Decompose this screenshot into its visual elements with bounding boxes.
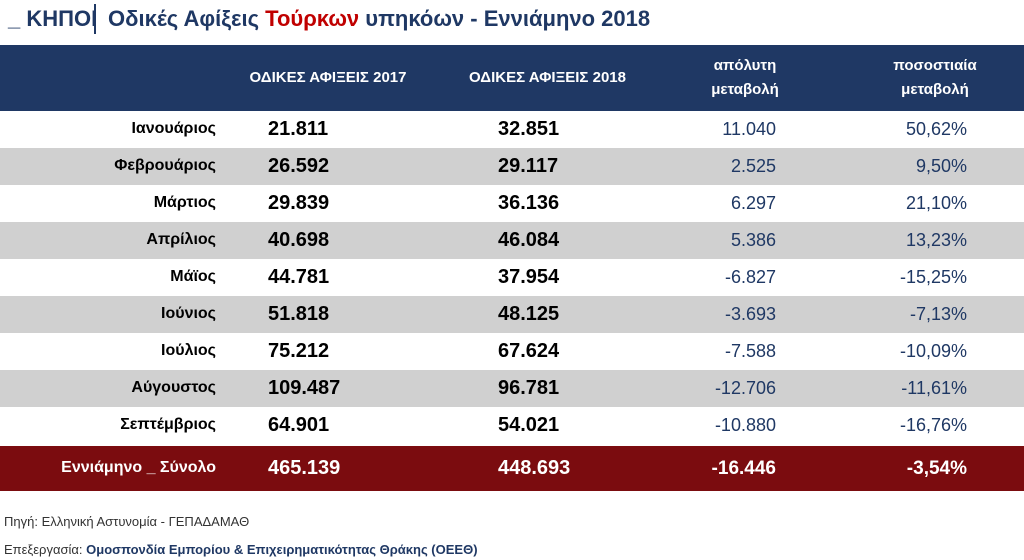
value-2017: 44.781 <box>268 266 330 288</box>
header-absolute-change: απόλυτη μεταβολή <box>660 45 830 111</box>
header-percent-change: ποσοστιαία μεταβολή <box>845 45 1024 111</box>
value-2018: 67.624 <box>498 340 560 362</box>
value-2018: 48.125 <box>498 303 560 325</box>
value-2017: 26.592 <box>268 155 330 177</box>
header-absolute-line1: απόλυτη <box>713 57 777 74</box>
percent-change: -10,09% <box>899 341 967 361</box>
percent-change: -15,25% <box>899 267 967 287</box>
processing-org: Ομοσπονδία Εμπορίου & Επιχειρηματικότητα… <box>86 542 478 557</box>
absolute-change: 6.297 <box>730 193 776 213</box>
title-highlight: Τούρκων <box>265 6 360 31</box>
percent-change: 9,50% <box>915 156 967 176</box>
value-2018: 54.021 <box>498 414 560 436</box>
table-row: Σεπτέμβριος 64.901 54.021 -10.880 -16,76… <box>0 407 1024 444</box>
page-title: Οδικές Αφίξεις Τούρκων υπηκόων - Εννιάμη… <box>108 6 650 32</box>
month-label: Φεβρουάριος <box>114 157 216 174</box>
absolute-change: 5.386 <box>730 230 776 250</box>
value-2018: 29.117 <box>498 155 559 177</box>
month-label: Ιούνιος <box>161 305 216 322</box>
percent-change: 50,62% <box>905 119 967 139</box>
table-row: Ιανουάριος 21.811 32.851 11.040 50,62% <box>0 111 1024 148</box>
value-2017: 109.487 <box>268 377 341 399</box>
absolute-change: 11.040 <box>722 119 776 139</box>
total-2018: 448.693 <box>498 457 571 479</box>
month-label: Μάρτιος <box>153 194 216 211</box>
header-percent-line2: μεταβολή <box>901 81 969 98</box>
header-percent-line1: ποσοστιαία <box>893 57 977 74</box>
value-2017: 29.839 <box>268 192 330 214</box>
table-row: Μάρτιος 29.839 36.136 6.297 21,10% <box>0 185 1024 222</box>
value-2018: 96.781 <box>498 377 560 399</box>
title-part3: υπηκόων - Εννιάμηνο 2018 <box>359 6 651 31</box>
percent-change: 21,10% <box>905 193 967 213</box>
month-label: Ιούλιος <box>161 342 216 359</box>
value-2017: 21.811 <box>268 118 329 140</box>
value-2018: 37.954 <box>498 266 560 288</box>
total-2017: 465.139 <box>268 457 341 479</box>
value-2018: 32.851 <box>498 118 560 140</box>
table-row: Ιούλιος 75.212 67.624 -7.588 -10,09% <box>0 333 1024 370</box>
table-row: Ιούνιος 51.818 48.125 -3.693 -7,13% <box>0 296 1024 333</box>
title-bar: _ ΚΗΠΟΙ Οδικές Αφίξεις Τούρκων υπηκόων -… <box>0 0 1024 40</box>
header-absolute-line2: μεταβολή <box>711 81 779 98</box>
value-2017: 51.818 <box>268 303 330 325</box>
title-divider <box>94 4 96 34</box>
percent-change: -11,61% <box>901 378 967 398</box>
value-2017: 64.901 <box>268 414 330 436</box>
percent-change: -16,76% <box>899 415 967 435</box>
absolute-change: -3.693 <box>724 304 776 324</box>
table-row: Απρίλιος 40.698 46.084 5.386 13,23% <box>0 222 1024 259</box>
month-label: Σεπτέμβριος <box>120 416 216 433</box>
absolute-change: -12.706 <box>714 378 776 398</box>
processing-label: Επεξεργασία: <box>4 542 87 557</box>
table-row: Φεβρουάριος 26.592 29.117 2.525 9,50% <box>0 148 1024 185</box>
value-2018: 36.136 <box>498 192 560 214</box>
percent-change: 13,23% <box>905 230 967 250</box>
absolute-change: 2.525 <box>730 156 776 176</box>
total-percent-change: -3,54% <box>906 458 967 479</box>
absolute-change: -7.588 <box>724 341 776 361</box>
value-2017: 40.698 <box>268 229 330 251</box>
title-prefix: _ ΚΗΠΟΙ <box>8 6 98 31</box>
absolute-change: -10.880 <box>714 415 776 435</box>
month-label: Μάϊος <box>170 268 216 285</box>
month-label: Ιανουάριος <box>131 120 216 137</box>
processing-note: Επεξεργασία: Ομοσπονδία Εμπορίου & Επιχε… <box>4 542 478 557</box>
total-row: Εννιάμηνο _ Σύνολο 465.139 448.693 -16.4… <box>0 446 1024 491</box>
month-label: Απρίλιος <box>146 231 216 248</box>
value-2017: 75.212 <box>268 340 330 362</box>
title-part1: Οδικές Αφίξεις <box>108 6 266 31</box>
value-2018: 46.084 <box>498 229 560 251</box>
header-arrivals-2017: ΟΔΙΚΕΣ ΑΦΙΞΕΙΣ 2017 <box>249 69 407 86</box>
total-absolute-change: -16.446 <box>711 458 776 479</box>
absolute-change: -6.827 <box>724 267 776 287</box>
percent-change: -7,13% <box>909 304 967 324</box>
table-row: Αύγουστος 109.487 96.781 -12.706 -11,61% <box>0 370 1024 407</box>
table-row: Μάϊος 44.781 37.954 -6.827 -15,25% <box>0 259 1024 296</box>
header-arrivals-2018: ΟΔΙΚΕΣ ΑΦΙΞΕΙΣ 2018 <box>469 69 626 86</box>
total-label: Εννιάμηνο _ Σύνολο <box>61 459 216 476</box>
month-label: Αύγουστος <box>131 379 216 396</box>
source-note: Πηγή: Ελληνική Αστυνομία - ΓΕΠΑΔΑΜΑΘ <box>4 514 250 529</box>
table-header: ΟΔΙΚΕΣ ΑΦΙΞΕΙΣ 2017 ΟΔΙΚΕΣ ΑΦΙΞΕΙΣ 2018 … <box>0 45 1024 111</box>
